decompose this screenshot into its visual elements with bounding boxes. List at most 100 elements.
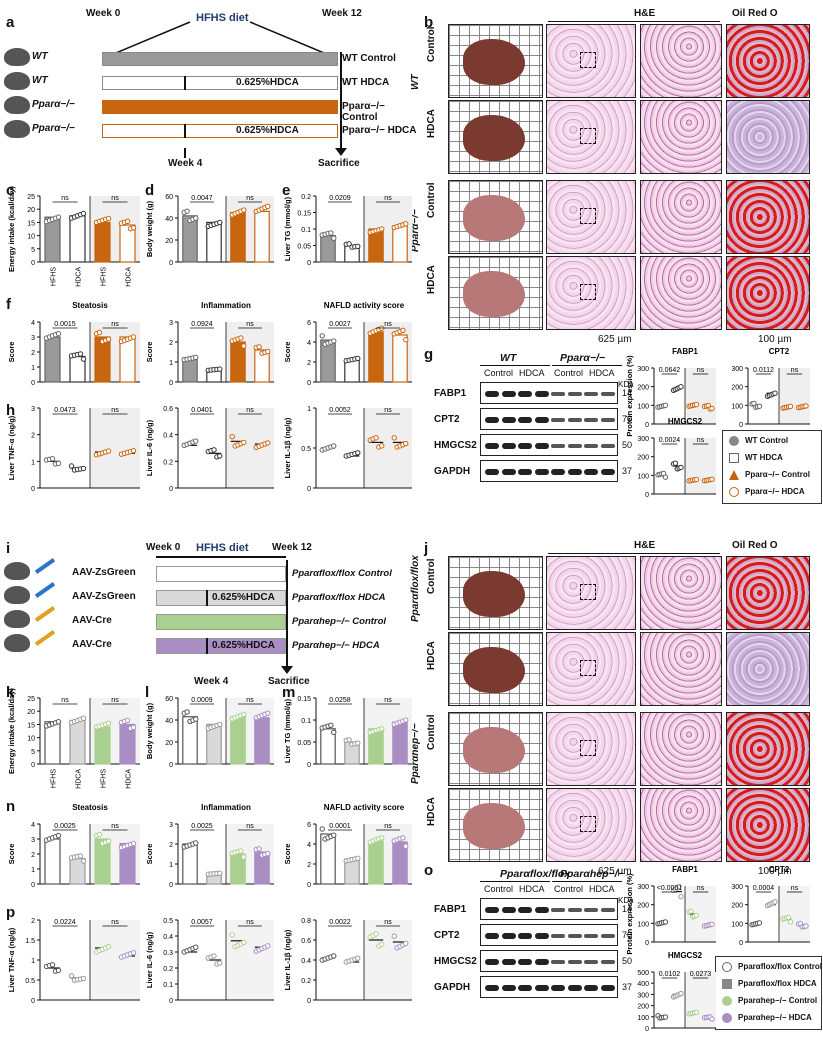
protein-band xyxy=(551,469,565,475)
p-value-label: ns xyxy=(111,321,119,328)
data-point xyxy=(772,390,778,396)
data-point xyxy=(373,435,379,441)
zoom-box xyxy=(580,284,596,300)
he-high-mag xyxy=(640,556,722,630)
p-value-label: 0.0224 xyxy=(54,919,76,926)
y-tick-label: 10 xyxy=(27,234,35,241)
bar xyxy=(94,726,111,765)
y-tick-label: 0 xyxy=(31,260,35,267)
mouse-genotype: WT xyxy=(32,51,48,62)
liver-photo xyxy=(448,100,543,174)
y-axis-label: Score xyxy=(145,844,154,865)
panel-b-histology: H&E Oil Red O Control HDCA Control HDCA WT Ppar… xyxy=(410,8,820,345)
panel-g-western-blot: WT Pparα−/− Control HDCA Control HDCA KDa FABP1… xyxy=(434,346,634,486)
data-point xyxy=(241,939,247,945)
y-tick-label: 300 xyxy=(637,992,649,999)
group-bar xyxy=(156,638,286,654)
y-tick-label: 0.3 xyxy=(163,950,173,957)
y-tick-label: 20 xyxy=(27,709,35,716)
group-label: Pparαhep−/− Control xyxy=(292,616,387,627)
panel-letter-f: f xyxy=(6,296,11,313)
band-name: HMGCS2 xyxy=(434,956,477,967)
panel-letter-p: p xyxy=(6,904,16,921)
he-low-mag xyxy=(546,556,636,630)
band-kda: 50 xyxy=(622,440,633,450)
geno-line-2 xyxy=(552,365,622,366)
y-tick-label: 0 xyxy=(31,486,35,493)
liver-image xyxy=(463,571,525,617)
y-tick-label: 200 xyxy=(637,455,649,462)
data-point xyxy=(346,737,352,743)
data-point xyxy=(130,840,137,847)
data-point xyxy=(355,355,361,362)
oil-red-o xyxy=(726,100,810,174)
protein-band xyxy=(485,391,499,397)
data-point xyxy=(49,962,56,968)
chart-title: Inflammation xyxy=(201,803,251,812)
data-point xyxy=(379,941,385,948)
protein-band xyxy=(567,960,582,964)
chart-title: HMGCS2 xyxy=(668,417,703,426)
data-point xyxy=(331,235,337,241)
data-point xyxy=(105,944,112,950)
p-value-label: ns xyxy=(246,823,254,830)
p-value-label: ns xyxy=(791,885,799,892)
chart-k: 0 5 10 15 20 25 Energy intake (kcal/day) HFHS HD… xyxy=(7,688,140,789)
oil-red-o xyxy=(726,24,810,98)
data-point xyxy=(772,899,778,905)
data-point xyxy=(678,464,684,471)
legend-marker xyxy=(729,487,739,497)
protein-band xyxy=(501,907,516,913)
data-point xyxy=(400,835,406,841)
he-high-mag xyxy=(640,712,722,786)
y-axis-label: Protein expression (%) xyxy=(625,873,634,955)
data-point xyxy=(193,215,199,221)
p-value-label: 0.0009 xyxy=(191,697,213,704)
p-value-label: 0.0022 xyxy=(329,919,351,926)
protein-band xyxy=(485,469,499,475)
week4-divider xyxy=(184,76,186,90)
data-point xyxy=(105,448,112,454)
data-point xyxy=(55,832,62,839)
y-tick-label: 0.6 xyxy=(301,938,311,945)
lane-label: HDCA xyxy=(519,884,545,894)
data-point xyxy=(379,443,385,449)
bar xyxy=(320,339,336,383)
p-value-label: 0.0401 xyxy=(191,407,213,414)
bar xyxy=(392,841,408,885)
week4-divider xyxy=(184,124,186,138)
data-point xyxy=(403,717,409,723)
y-tick-label: 0.05 xyxy=(297,740,311,747)
data-point xyxy=(676,883,682,890)
p-value-label: ns xyxy=(111,407,119,414)
data-point xyxy=(80,858,87,864)
mouse-icon xyxy=(4,96,30,114)
protein-band xyxy=(567,392,582,396)
y-tick-label: 0 xyxy=(31,380,35,387)
y-tick-label: 20 xyxy=(165,238,173,245)
y-tick-label: 100 xyxy=(637,921,649,928)
y-tick-label: 0.5 xyxy=(301,446,311,453)
protein-band xyxy=(485,907,499,913)
blot-strip xyxy=(480,950,618,972)
blot-strip xyxy=(480,408,618,430)
p-value-label: ns xyxy=(61,195,69,202)
mouse-genotype: Pparα−/− xyxy=(32,123,75,134)
data-point xyxy=(241,439,247,446)
bar xyxy=(94,838,111,885)
y-tick-label: 0.1 xyxy=(301,227,311,234)
liver-photo xyxy=(448,256,543,330)
y-tick-label: 1.5 xyxy=(25,938,35,945)
legend-marker xyxy=(729,453,739,463)
data-point xyxy=(265,943,271,949)
protein-band xyxy=(485,443,499,449)
p-value-label: <0.0001 xyxy=(657,885,683,892)
data-point xyxy=(241,207,247,213)
protein-band xyxy=(518,933,532,939)
zoom-box xyxy=(580,740,596,756)
lane-label: HDCA xyxy=(589,368,615,378)
protein-band xyxy=(518,417,532,423)
hdca-bar-label: 0.625%HDCA xyxy=(212,592,275,603)
group-bar xyxy=(156,566,286,582)
